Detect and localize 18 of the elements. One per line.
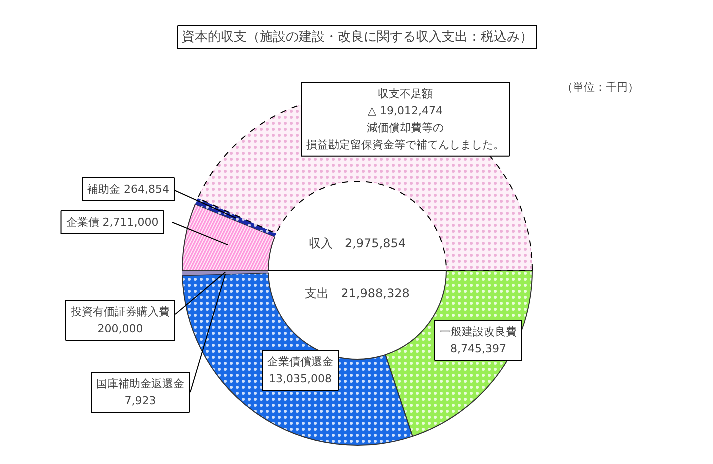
- data-label: 7,923: [124, 394, 156, 408]
- slice-label: 企業債償還金: [268, 356, 334, 369]
- slice-label: 補助金 264,854: [88, 183, 170, 196]
- data-label: 200,000: [98, 322, 144, 336]
- slice-label: 一般建設改良費: [440, 326, 517, 339]
- data-label: △ 19,012,474: [368, 104, 443, 118]
- text: 支出 21,988,328: [305, 286, 410, 300]
- text: 減価償却費等の: [367, 121, 444, 134]
- slice-label: 投資有価証券購入費: [70, 306, 170, 319]
- chart-title: 資本的収支（施設の建設・改良に関する収入支出：税込み）: [182, 30, 533, 45]
- text: （単位：千円）: [562, 81, 639, 94]
- slice-label: 収支不足額: [378, 88, 433, 101]
- slice-label: 企業債 2,711,000: [66, 216, 159, 229]
- data-label: 13,035,008: [269, 372, 332, 386]
- text: 収入 2,975,854: [308, 236, 406, 250]
- slice-label: 国庫補助金返還金: [96, 378, 184, 391]
- data-label: 8,745,397: [450, 342, 506, 356]
- text: 損益勘定留保資金等で補てんしました。: [306, 138, 504, 152]
